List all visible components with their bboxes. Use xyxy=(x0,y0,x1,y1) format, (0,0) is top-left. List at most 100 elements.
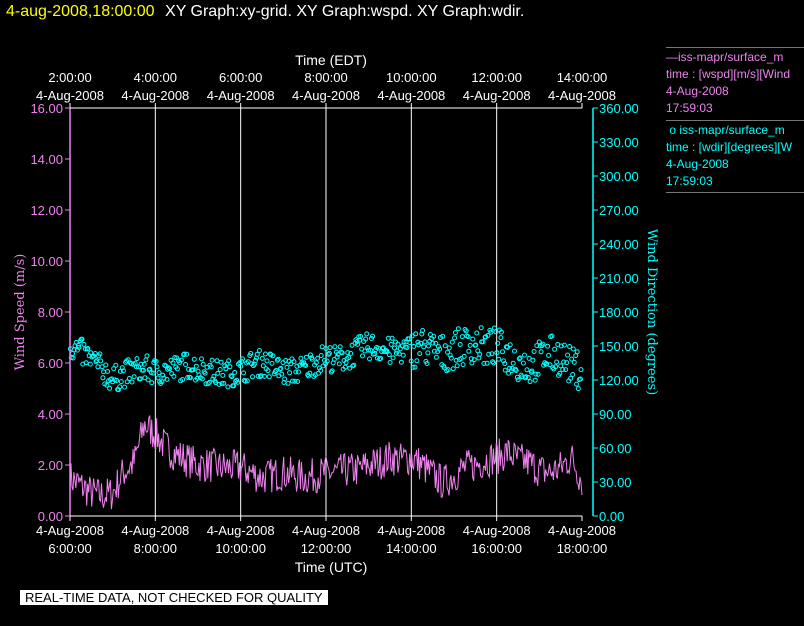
legend-wspd: —iss-mapr/surface_m time : [wspd][m/s][W… xyxy=(666,47,804,117)
wdir-point xyxy=(504,344,510,350)
wdir-point xyxy=(318,368,324,373)
wdir-point xyxy=(445,349,451,355)
wdir-point xyxy=(524,367,530,373)
wdir-point xyxy=(215,370,221,376)
wdir-point xyxy=(339,350,345,356)
wdir-point xyxy=(477,351,483,357)
wdir-point xyxy=(214,358,220,364)
wdir-point xyxy=(174,366,180,372)
wdir-point xyxy=(424,361,430,366)
wdir-point xyxy=(199,376,205,382)
x-top-tick-label: 10:00:00 xyxy=(386,70,437,85)
wdir-point xyxy=(386,352,392,358)
wdir-point xyxy=(124,379,130,385)
wdir-point xyxy=(140,367,146,373)
wdir-point xyxy=(184,351,190,357)
header-date: 4-aug-2008,18:00:00 xyxy=(6,3,155,20)
wdir-point xyxy=(98,358,104,364)
wdir-point xyxy=(101,369,107,375)
wdir-point xyxy=(193,363,199,369)
wdir-point xyxy=(565,352,571,358)
wdir-point xyxy=(547,362,553,368)
y-right-tick-label: 180.00 xyxy=(599,305,639,320)
wdir-point xyxy=(420,328,426,333)
wdir-point xyxy=(549,333,555,339)
wdir-point xyxy=(561,359,567,365)
wdir-point xyxy=(426,343,431,349)
wdir-point xyxy=(418,340,424,346)
wdir-point xyxy=(571,359,577,365)
wdir-point xyxy=(578,376,583,382)
wdir-point xyxy=(560,367,566,372)
x-bottom-tick-label: 16:00:00 xyxy=(471,541,522,556)
wdir-point xyxy=(170,360,176,366)
wdir-point xyxy=(83,360,89,366)
wdir-point xyxy=(496,356,502,362)
wdir-point xyxy=(294,363,300,369)
wdir-point xyxy=(466,348,472,354)
wdir-point xyxy=(202,370,208,376)
wdir-point xyxy=(523,374,529,380)
wdir-point xyxy=(481,361,487,366)
wdir-point xyxy=(358,334,364,339)
wdir-point xyxy=(354,339,360,344)
wdir-point xyxy=(159,379,165,385)
wdir-point xyxy=(470,336,476,342)
wdir-point xyxy=(117,384,123,390)
wdir-point xyxy=(532,377,538,383)
legend-wdir-var: time : [wdir][degrees][W xyxy=(666,140,793,154)
wdir-point xyxy=(433,354,439,360)
wdir-point xyxy=(534,343,540,349)
wdir-point xyxy=(421,344,427,350)
wdir-point xyxy=(378,355,384,361)
wdir-point xyxy=(143,357,149,363)
wdir-point xyxy=(525,375,531,380)
wdir-series xyxy=(67,325,584,393)
x-top-tick-label: 12:00:00 xyxy=(471,70,522,85)
x-bottom-tick-label: 6:00:00 xyxy=(48,541,91,556)
wdir-point xyxy=(535,371,541,377)
x-top-tick-label: 14:00:00 xyxy=(557,70,608,85)
wdir-point xyxy=(92,351,98,356)
wdir-point xyxy=(332,344,338,350)
wdir-point xyxy=(440,333,446,339)
wdir-point xyxy=(136,364,141,370)
wdir-point xyxy=(409,333,415,339)
wdir-point xyxy=(489,351,495,357)
wdir-point xyxy=(279,371,285,377)
x-bottom-tick-label: 4-Aug-2008 xyxy=(377,523,445,538)
wdir-point xyxy=(346,355,352,361)
wdir-point xyxy=(205,381,211,387)
wdir-point xyxy=(413,331,419,337)
wdir-point xyxy=(171,373,177,379)
y-right-tick-label: 120.00 xyxy=(599,373,639,388)
wdir-point xyxy=(220,372,226,378)
wdir-point xyxy=(500,349,505,355)
wdir-point xyxy=(498,329,504,335)
wdir-point xyxy=(575,386,581,392)
x-bottom-axis-title: Time (UTC) xyxy=(295,559,368,575)
wdir-point xyxy=(155,375,161,381)
x-bottom-tick-label: 4-Aug-2008 xyxy=(36,523,104,538)
wdir-point xyxy=(527,379,533,385)
wdir-point xyxy=(442,343,448,349)
wdir-point xyxy=(262,351,268,357)
wdir-point xyxy=(474,330,480,336)
wdir-point xyxy=(275,356,281,362)
wdir-point xyxy=(558,343,564,349)
wdir-point xyxy=(486,351,492,357)
wdir-point xyxy=(264,358,270,364)
header-title: 4-aug-2008,18:00:00 XY Graph:xy-grid. XY… xyxy=(6,3,524,21)
legend-wdir-series: o iss-mapr/surface_m xyxy=(666,123,785,137)
wdir-point xyxy=(284,364,290,370)
wdir-point xyxy=(199,356,204,362)
x-bottom-tick-label: 12:00:00 xyxy=(301,541,352,556)
y-right-tick-label: 330.00 xyxy=(599,135,639,150)
wdir-point xyxy=(407,340,413,346)
wdir-point xyxy=(211,373,217,379)
wdir-point xyxy=(180,377,186,382)
wdir-point xyxy=(498,335,504,341)
wdir-point xyxy=(491,360,497,366)
wdir-point xyxy=(104,382,110,388)
y-left-tick-label: 0.00 xyxy=(38,509,63,524)
